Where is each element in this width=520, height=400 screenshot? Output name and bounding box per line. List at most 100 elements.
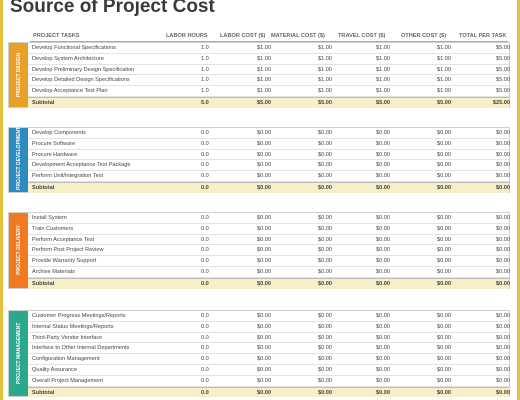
labor-cost-cell: $0.00 [257, 151, 271, 158]
task-cell: Develop Components [32, 130, 86, 136]
table-row[interactable]: Install System 0.0 $0.00 $0.00 $0.00 $0.00 $0.… [28, 213, 510, 224]
material-cost-cell: $0.00 [318, 345, 332, 352]
labor-hours-cell: 0.0 [201, 356, 209, 363]
table-row[interactable]: Third-Party Vendor Interface 0.0 $0.00 $0.0… [28, 333, 510, 344]
task-cell: Install System [32, 215, 67, 221]
labor-hours-cell: 0.0 [201, 236, 209, 243]
subtotal-row[interactable]: Subtotal 0.0 $0.00 $0.00 $0.00 $0.00 $0.00 [28, 386, 510, 398]
subtotal-row[interactable]: Subtotal 0.0 $0.00 $0.00 $0.00 $0.00 $0.00 [28, 182, 510, 193]
labor-cost-cell: $1.00 [257, 88, 271, 95]
travel-cost-cell: $1.00 [376, 55, 390, 62]
task-cell: Customer Progress Meetings/Reports [32, 313, 126, 319]
task-cell: Develop Preliminary Design Specification [32, 66, 135, 73]
table-row[interactable]: Train Customers 0.0 $0.00 $0.00 $0.00 $0.00 $0… [28, 224, 510, 235]
table-row[interactable]: Customer Progress Meetings/Reports 0.0 $0.… [28, 311, 510, 322]
table-row[interactable]: Develop System Architecture 1.0 $1.00 $1.00… [28, 54, 510, 65]
labor-hours-cell: 0.0 [201, 247, 209, 254]
other-cost-cell: $0.00 [437, 236, 451, 243]
other-cost-cell: $0.00 [437, 173, 451, 180]
total-cell: $0.00 [496, 377, 510, 384]
labor-cost-cell: $0.00 [257, 225, 271, 232]
material-cost-cell: $0.00 [318, 269, 332, 275]
travel-cost-cell: $0.00 [376, 389, 390, 396]
labor-cost-cell: $0.00 [257, 280, 271, 287]
other-cost-cell: $0.00 [437, 356, 451, 363]
table-row[interactable]: Develop Components 0.0 $0.00 $0.00 $0.00 $0.0… [28, 128, 510, 139]
section-band-development: PROJECT DEVELOPMENT [9, 127, 28, 192]
total-cell: $0.00 [496, 173, 510, 180]
table-row[interactable]: Quality Assurance 0.0 $0.00 $0.00 $0.00 $0.00… [28, 365, 510, 376]
table-row[interactable]: Development Acceptance Test Package 0.0 $0… [28, 160, 510, 172]
material-cost-cell: $1.00 [318, 66, 332, 73]
travel-cost-cell: $0.00 [376, 162, 390, 169]
labor-hours-cell: 0.0 [201, 345, 209, 352]
table-row[interactable]: Overall Project Management 0.0 $0.00 $0.00 $… [28, 376, 510, 387]
travel-cost-cell: $0.00 [376, 140, 390, 147]
table-row[interactable]: Develop Acceptance Test Plan 1.0 $1.00 $1.0… [28, 86, 510, 97]
total-cell: $0.00 [496, 356, 510, 363]
task-cell: Overall Project Management [32, 377, 103, 384]
labor-cost-cell: $1.00 [257, 66, 271, 73]
table-row[interactable]: Develop Functional Specifications 1.0 $1.0… [28, 43, 510, 54]
section-label: PROJECT DELIVERY [15, 225, 22, 276]
task-cell: Train Customers [32, 225, 74, 232]
header-travel-cost: TRAVEL COST ($) [338, 33, 386, 39]
total-cell: $0.00 [496, 313, 510, 319]
other-cost-cell: $0.00 [437, 345, 451, 352]
other-cost-cell: $0.00 [437, 215, 451, 221]
travel-cost-cell: $0.00 [376, 258, 390, 265]
labor-cost-cell: $0.00 [257, 215, 271, 221]
table-row[interactable]: Archive Materials 0.0 $0.00 $0.00 $0.00 $0.00… [28, 267, 510, 278]
travel-cost-cell: $0.00 [376, 313, 390, 319]
table-row[interactable]: Provide Warranty Support 0.0 $0.00 $0.00 $0.… [28, 256, 510, 267]
table-row[interactable]: Interface to Other Internal Departments 0… [28, 343, 510, 355]
table-row[interactable]: Perform Acceptance Test 0.0 $0.00 $0.00 $0.0… [28, 235, 510, 246]
labor-cost-cell: $1.00 [257, 55, 271, 62]
task-cell: Subtotal [32, 389, 55, 396]
table-row[interactable]: Internal Status Meetings/Reports 0.0 $0.00… [28, 322, 510, 333]
material-cost-cell: $5.00 [318, 100, 332, 106]
material-cost-cell: $0.00 [318, 140, 332, 147]
total-cell: $0.00 [496, 280, 510, 287]
task-cell: Archive Materials [32, 269, 75, 275]
material-cost-cell: $0.00 [318, 215, 332, 221]
table-row[interactable]: Develop Detailed Design Specifications 1.… [28, 75, 510, 87]
header-labor-cost: LABOR COST ($) [220, 33, 266, 39]
total-cell: $5.00 [496, 55, 510, 62]
table-row[interactable]: Configuration Management 0.0 $0.00 $0.00 $0.… [28, 354, 510, 365]
task-cell: Quality Assurance [32, 367, 78, 373]
travel-cost-cell: $0.00 [376, 280, 390, 287]
table-row[interactable]: Perform Unit/Integration Test 0.0 $0.00 $0.… [28, 171, 510, 182]
table-row[interactable]: Perform Post Project Review 0.0 $0.00 $0.00… [28, 245, 510, 257]
travel-cost-cell: $1.00 [376, 77, 390, 84]
travel-cost-cell: $0.00 [376, 151, 390, 158]
labor-hours-cell: 1.0 [201, 55, 209, 62]
material-cost-cell: $0.00 [318, 247, 332, 254]
table-row[interactable]: Procure Hardware 0.0 $0.00 $0.00 $0.00 $0.00 $… [28, 150, 510, 161]
subtotal-row[interactable]: Subtotal 5.0 $5.00 $5.00 $5.00 $5.00 $25.00 [28, 97, 510, 108]
section-delivery: PROJECT DELIVERY Install System 0.0 $0.00 $0… [8, 212, 510, 289]
travel-cost-cell: $0.00 [376, 367, 390, 373]
material-cost-cell: $0.00 [318, 323, 332, 330]
table-row[interactable]: Develop Preliminary Design Specification… [28, 65, 510, 76]
task-cell: Subtotal [32, 100, 55, 106]
table-row[interactable]: Procure Software 0.0 $0.00 $0.00 $0.00 $0.00 $… [28, 139, 510, 150]
labor-cost-cell: $0.00 [257, 269, 271, 275]
material-cost-cell: $0.00 [318, 162, 332, 169]
total-cell: $0.00 [496, 140, 510, 147]
labor-cost-cell: $0.00 [257, 389, 271, 396]
labor-cost-cell: $0.00 [257, 185, 271, 191]
labor-cost-cell: $1.00 [257, 45, 271, 51]
labor-hours-cell: 0.0 [201, 140, 209, 147]
header-other-cost: OTHER COST ($) [401, 33, 447, 39]
labor-hours-cell: 1.0 [201, 45, 209, 51]
task-cell: Provide Warranty Support [32, 258, 97, 265]
material-cost-cell: $1.00 [318, 88, 332, 95]
labor-hours-cell: 0.0 [201, 130, 209, 136]
task-cell: Interface to Other Internal Departments [32, 345, 130, 352]
header-total-per-task: TOTAL PER TASK [459, 33, 507, 39]
material-cost-cell: $0.00 [318, 151, 332, 158]
material-cost-cell: $0.00 [318, 185, 332, 191]
subtotal-row[interactable]: Subtotal 0.0 $0.00 $0.00 $0.00 $0.00 $0.00 [28, 277, 510, 289]
labor-hours-cell: 0.0 [201, 225, 209, 232]
